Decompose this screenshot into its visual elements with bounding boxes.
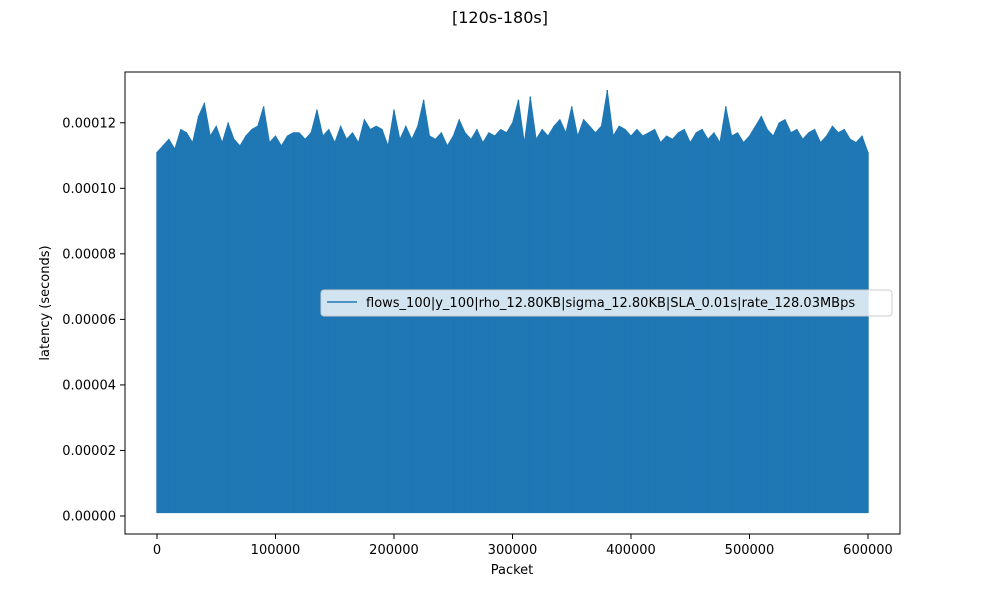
x-tick-label-2: 200000	[369, 543, 419, 558]
x-axis: 0 100000 200000 300000 400000 500000 600000	[153, 534, 893, 558]
x-tick-label-5: 500000	[725, 543, 775, 558]
y-tick-label-4: 0.00008	[62, 247, 116, 262]
legend: flows_100|y_100|rho_12.80KB|sigma_12.80K…	[320, 289, 893, 317]
y-axis: 0.00000 0.00002 0.00004 0.00006 0.00008 0.000…	[62, 116, 125, 524]
x-tick-label-1: 100000	[251, 543, 301, 558]
y-tick-label-3: 0.00006	[62, 313, 116, 328]
y-axis-label: latency (seconds)	[38, 245, 53, 360]
x-tick-label-4: 400000	[606, 543, 656, 558]
legend-entry-label: flows_100|y_100|rho_12.80KB|sigma_12.80K…	[366, 296, 855, 311]
x-tick-label-0: 0	[153, 543, 161, 558]
chart-title: [120s-180s]	[451, 8, 548, 27]
y-tick-label-1: 0.00002	[62, 444, 116, 459]
y-tick-label-5: 0.00010	[62, 182, 116, 197]
x-tick-label-6: 600000	[843, 543, 893, 558]
x-tick-label-3: 300000	[488, 543, 538, 558]
y-tick-label-2: 0.00004	[62, 378, 116, 393]
y-tick-label-6: 0.00012	[62, 116, 116, 131]
y-tick-label-0: 0.00000	[62, 509, 116, 524]
x-axis-label: Packet	[491, 563, 534, 578]
legend-box	[320, 289, 893, 317]
